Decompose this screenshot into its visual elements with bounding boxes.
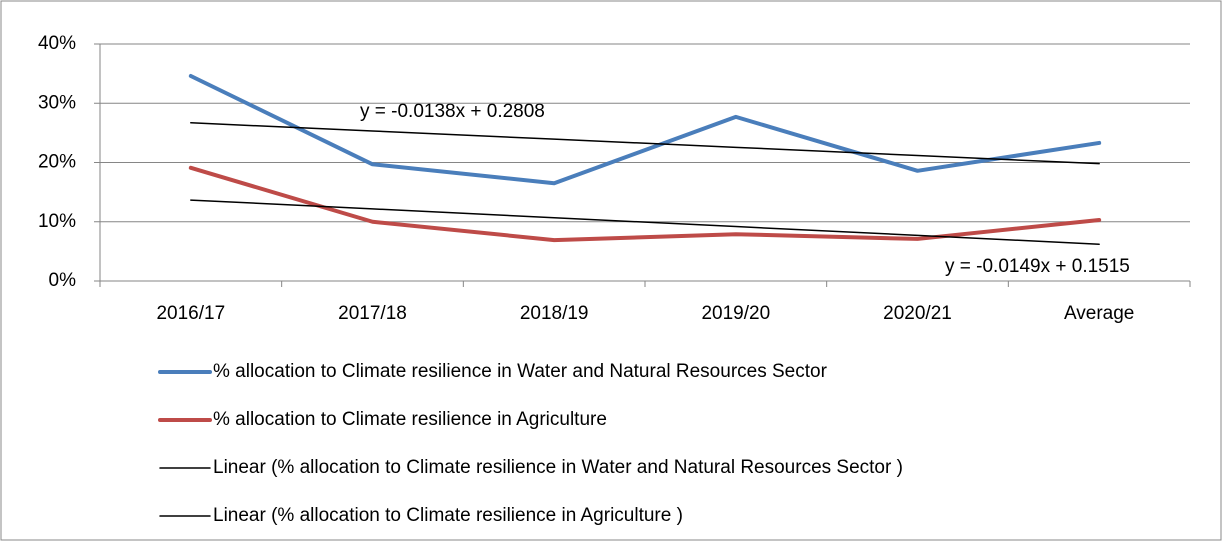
- trend-equation: y = -0.0149x + 0.1515: [945, 256, 1130, 277]
- legend-label: % allocation to Climate resilience in Ag…: [213, 409, 607, 430]
- y-tick-label: 20%: [38, 152, 76, 173]
- y-tick-label: 0%: [49, 270, 77, 291]
- x-tick-label: 2017/18: [338, 303, 407, 324]
- legend-label: Linear (% allocation to Climate resilien…: [213, 457, 903, 478]
- trend-line: [190, 199, 1100, 245]
- legend-label: Linear (% allocation to Climate resilien…: [213, 505, 683, 526]
- x-tick-label: 2020/21: [883, 303, 952, 324]
- legend-label: % allocation to Climate resilience in Wa…: [213, 361, 828, 382]
- x-tick-label: Average: [1064, 303, 1134, 324]
- x-tick-label: 2016/17: [156, 303, 225, 324]
- y-tick-label: 40%: [38, 33, 76, 54]
- series-line: [188, 165, 1102, 243]
- trend-equation: y = -0.0138x + 0.2808: [360, 101, 545, 122]
- series-line: [188, 73, 1102, 186]
- x-tick-label: 2019/20: [701, 303, 770, 324]
- x-tick-label: 2018/19: [520, 303, 589, 324]
- y-tick-label: 30%: [38, 92, 76, 113]
- y-tick-label: 10%: [38, 211, 76, 232]
- trend-line: [190, 122, 1100, 165]
